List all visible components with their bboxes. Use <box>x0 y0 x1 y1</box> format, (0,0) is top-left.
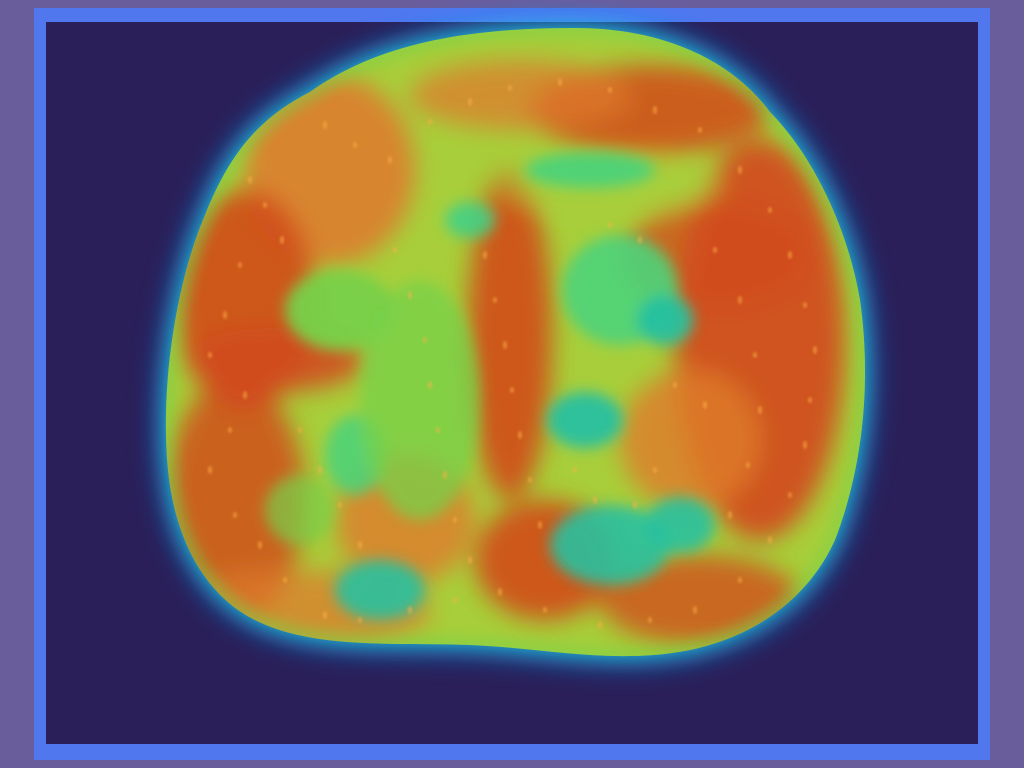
cool-spots <box>265 152 715 620</box>
surface-texture <box>208 78 817 629</box>
object-body <box>165 28 866 657</box>
